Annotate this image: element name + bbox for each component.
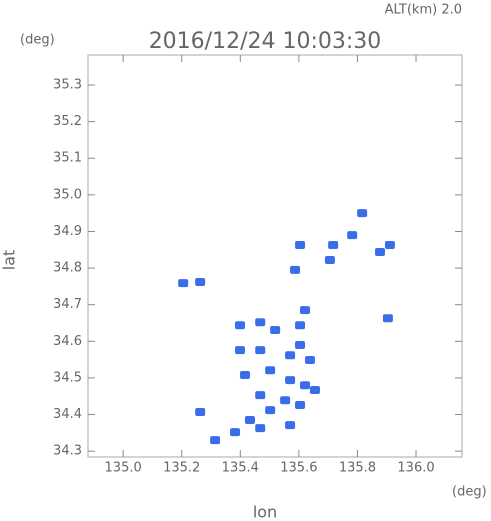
y-tick-label: 35.3 (53, 78, 82, 93)
x-tick-label: 135.8 (339, 461, 376, 476)
x-tick-label: 135.2 (163, 461, 200, 476)
echo (239, 370, 250, 379)
chart-title: 2016/12/24 10:03:30 (149, 29, 382, 54)
x-tick-label: 135.6 (280, 461, 317, 476)
y-tick-label: 34.9 (53, 224, 82, 239)
echo (230, 428, 241, 437)
echo (304, 355, 315, 364)
y-tick-label: 34.3 (53, 444, 82, 459)
echo (324, 256, 335, 265)
echo (357, 209, 368, 218)
echo (300, 306, 311, 315)
echo (235, 346, 246, 355)
echo (265, 406, 276, 415)
echo (328, 241, 339, 250)
echo (244, 416, 255, 425)
echo (384, 241, 395, 250)
x-unit: (deg) (452, 485, 487, 500)
altitude-label: ALT(km) 2.0 (385, 3, 462, 18)
echo (265, 366, 276, 375)
y-tick-label: 35.0 (53, 187, 82, 202)
echo (280, 396, 291, 405)
x-tick-label: 135.0 (105, 461, 142, 476)
echo (255, 391, 266, 400)
y-tick-label: 34.6 (53, 334, 82, 349)
echo (210, 436, 221, 445)
y-tick-label: 34.7 (53, 297, 82, 312)
y-tick-label: 34.4 (53, 407, 82, 422)
echo (235, 321, 246, 330)
echo (290, 265, 301, 274)
echo (285, 351, 296, 360)
y-tick-label: 35.2 (53, 114, 82, 129)
y-tick-label: 34.5 (53, 370, 82, 385)
echo (295, 241, 306, 250)
y-tick-label: 34.8 (53, 261, 82, 276)
echo (295, 401, 306, 410)
echo (295, 340, 306, 349)
echo (285, 421, 296, 430)
echo (285, 376, 296, 385)
echo (347, 231, 358, 240)
plot-frame (87, 54, 463, 458)
echo (374, 247, 385, 256)
echo (178, 279, 189, 288)
x-tick-label: 135.4 (222, 461, 259, 476)
echo (270, 325, 281, 334)
echo (195, 407, 206, 416)
echo (255, 318, 266, 327)
echo (309, 386, 320, 394)
echo (195, 277, 206, 286)
y-unit: (deg) (20, 33, 55, 48)
y-axis-label: lat (0, 250, 19, 271)
echo (295, 321, 306, 330)
x-axis-label: lon (253, 503, 277, 521)
x-tick-label: 136.0 (397, 461, 434, 476)
echo (300, 381, 311, 390)
echo (382, 314, 393, 323)
echo (255, 346, 266, 355)
y-tick-label: 35.1 (53, 151, 82, 166)
echo (255, 424, 266, 433)
